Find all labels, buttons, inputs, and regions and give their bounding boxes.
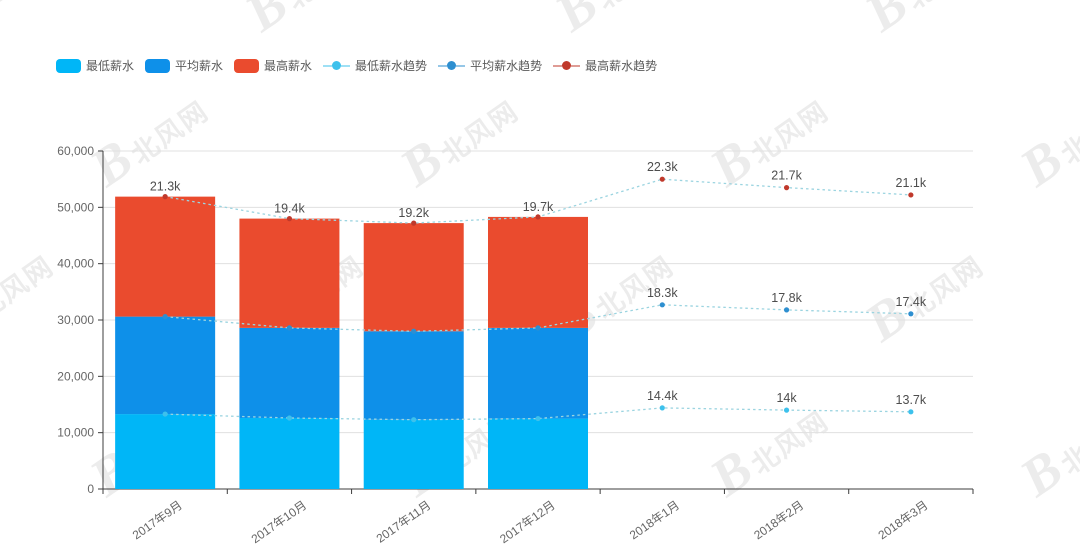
- bar-value-label: 19.7k: [523, 200, 554, 214]
- y-tick-label: 0: [87, 482, 94, 496]
- trend-marker-最高薪水趋势[interactable]: [162, 194, 168, 200]
- y-tick-label: 20,000: [57, 369, 94, 383]
- bar-segment-平均薪水[interactable]: [363, 331, 464, 420]
- legend-marker-dash: [323, 64, 333, 67]
- bar-segment-最高薪水[interactable]: [488, 216, 588, 328]
- legend-marker-dash: [456, 64, 466, 67]
- legend-bar-swatch: [145, 58, 171, 73]
- trend-marker-最高薪水趋势[interactable]: [286, 216, 293, 222]
- trend-value-label: 21.1k: [896, 176, 927, 190]
- y-tick-label: 40,000: [57, 257, 94, 271]
- legend-label: 最低薪水趋势: [355, 59, 428, 73]
- legend-label: 最高薪水趋势: [585, 59, 658, 73]
- y-tick-label: 10,000: [57, 426, 94, 440]
- legend-label: 平均薪水趋势: [470, 59, 543, 73]
- trend-marker-最低薪水趋势[interactable]: [162, 411, 168, 417]
- legend-line-marker: [553, 61, 581, 70]
- trend-marker-最低薪水趋势[interactable]: [535, 415, 541, 422]
- legend-bar-swatch: [56, 58, 81, 73]
- legend-item-平均薪水趋势[interactable]: 平均薪水趋势: [438, 57, 542, 74]
- y-tick-label: 60,000: [57, 144, 94, 158]
- legend-line-marker: [323, 61, 351, 70]
- legend-marker-dot: [562, 61, 572, 70]
- legend-bar-swatch: [234, 58, 260, 73]
- bar-segment-平均薪水[interactable]: [488, 327, 588, 419]
- trend-marker-最低薪水趋势[interactable]: [908, 409, 914, 415]
- trend-value-label: 14k: [776, 391, 797, 405]
- bar-segment-最低薪水[interactable]: [115, 414, 216, 489]
- trend-marker-最低薪水趋势[interactable]: [286, 415, 293, 421]
- trend-marker-最高薪水趋势[interactable]: [411, 220, 417, 226]
- legend-item-最高薪水[interactable]: 最高薪水: [234, 57, 312, 74]
- x-category-label: 2018年1月: [627, 498, 682, 542]
- trend-marker-最低薪水趋势[interactable]: [411, 417, 417, 423]
- trend-value-label: 17.8k: [771, 291, 802, 305]
- legend-label: 平均薪水: [175, 59, 224, 73]
- bar-value-label: 19.2k: [398, 206, 429, 220]
- legend-marker-dash: [571, 64, 581, 67]
- y-tick-label: 50,000: [57, 200, 94, 214]
- bar-segment-最高薪水[interactable]: [239, 218, 340, 328]
- chart-legend: 最低薪水 平均薪水 最高薪水 最低薪水趋势 平均薪水趋势 最高薪水趋势: [56, 57, 657, 74]
- bar-value-label: 21.3k: [150, 180, 181, 194]
- legend-marker-dash: [341, 64, 351, 67]
- trend-marker-最高薪水趋势[interactable]: [659, 176, 665, 182]
- legend-marker-dot: [332, 61, 342, 70]
- legend-marker-dot: [447, 61, 457, 70]
- legend-item-最高薪水趋势[interactable]: 最高薪水趋势: [553, 57, 657, 74]
- trend-marker-最高薪水趋势[interactable]: [908, 192, 914, 198]
- bar-value-label: 19.4k: [274, 202, 305, 216]
- bar-segment-最高薪水[interactable]: [363, 223, 464, 332]
- trend-value-label: 22.3k: [647, 160, 678, 174]
- trend-marker-最高薪水趋势[interactable]: [535, 214, 541, 220]
- legend-item-最低薪水趋势[interactable]: 最低薪水趋势: [323, 57, 427, 74]
- trend-marker-平均薪水趋势[interactable]: [659, 302, 665, 308]
- trend-value-label: 21.7k: [771, 169, 802, 183]
- trend-value-label: 17.4k: [896, 295, 927, 309]
- trend-marker-平均薪水趋势[interactable]: [411, 328, 417, 334]
- legend-marker-dash: [438, 64, 448, 67]
- x-category-label: 2017年9月: [130, 498, 185, 542]
- trend-value-label: 14.4k: [647, 389, 678, 403]
- x-category-label: 2018年2月: [751, 498, 806, 542]
- bar-segment-最低薪水[interactable]: [239, 418, 340, 489]
- trend-marker-平均薪水趋势[interactable]: [162, 314, 168, 320]
- trend-marker-平均薪水趋势[interactable]: [535, 325, 541, 331]
- x-category-label: 2017年10月: [249, 498, 309, 544]
- x-category-label: 2018年3月: [876, 498, 931, 542]
- legend-item-平均薪水[interactable]: 平均薪水: [145, 57, 223, 74]
- bar-segment-最低薪水[interactable]: [363, 419, 464, 489]
- x-category-label: 2017年12月: [497, 498, 557, 544]
- legend-line-marker: [438, 61, 466, 70]
- legend-label: 最低薪水: [86, 59, 135, 73]
- bar-segment-平均薪水[interactable]: [239, 327, 340, 419]
- legend-label: 最高薪水: [264, 59, 313, 73]
- bar-segment-最低薪水[interactable]: [488, 418, 588, 489]
- legend-item-最低薪水[interactable]: 最低薪水: [56, 57, 134, 74]
- trend-marker-最高薪水趋势[interactable]: [783, 185, 790, 191]
- trend-value-label: 18.3k: [647, 286, 678, 300]
- x-category-label: 2017年11月: [374, 498, 434, 544]
- bar-segment-平均薪水[interactable]: [115, 316, 216, 415]
- legend-marker-dash: [553, 64, 563, 67]
- y-tick-label: 30,000: [57, 313, 94, 327]
- trend-marker-最低薪水趋势[interactable]: [783, 407, 790, 413]
- trend-value-label: 13.7k: [896, 393, 927, 407]
- trend-marker-平均薪水趋势[interactable]: [908, 311, 914, 317]
- trend-marker-平均薪水趋势[interactable]: [783, 307, 790, 313]
- trend-marker-最低薪水趋势[interactable]: [659, 405, 665, 411]
- trend-marker-平均薪水趋势[interactable]: [286, 325, 293, 331]
- bar-segment-最高薪水[interactable]: [115, 196, 216, 317]
